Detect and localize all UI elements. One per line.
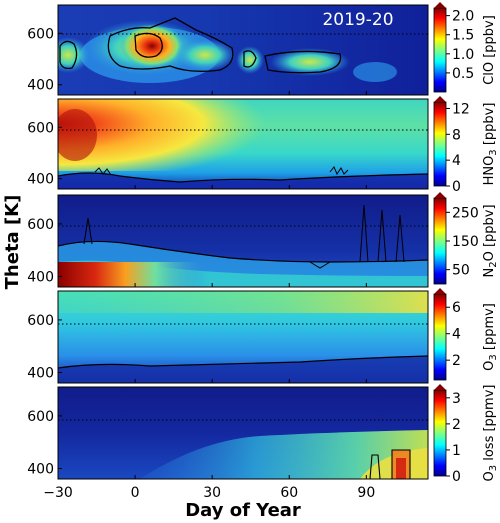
figure-title: 2019-20 bbox=[322, 10, 393, 30]
colorbar-tick-label: 4 bbox=[452, 153, 461, 169]
y-tick-label: 400 bbox=[27, 365, 54, 381]
x-tick-label: 90 bbox=[357, 485, 375, 501]
y-tick-label: 600 bbox=[27, 120, 54, 136]
panel-o3 bbox=[58, 291, 428, 383]
hno3-frame bbox=[57, 98, 429, 190]
panel-n2o bbox=[58, 195, 428, 287]
panel-o3loss bbox=[58, 387, 428, 479]
y-tick-label: 600 bbox=[27, 313, 54, 329]
clo-frame bbox=[57, 4, 429, 96]
colorbar-tick-label: 0 bbox=[452, 179, 461, 195]
o3-colorbar bbox=[433, 293, 447, 381]
colorbar-tick-label: 1 bbox=[452, 443, 461, 459]
colorbar-tick-label: 8 bbox=[452, 127, 461, 143]
panel-clo bbox=[58, 5, 428, 95]
y-axis-label: Theta [K] bbox=[2, 195, 23, 290]
colorbar-tick-label: 1.0 bbox=[452, 47, 474, 63]
colorbar-tick-label: 6 bbox=[452, 300, 461, 316]
colorbar-tick-label: 2 bbox=[452, 417, 461, 433]
hno3-colorbar bbox=[433, 101, 447, 187]
colorbar-tick-label: 50 bbox=[452, 263, 470, 279]
colorbar-tick-label: 1.5 bbox=[452, 28, 474, 44]
colorbar-tick-label: 250 bbox=[452, 205, 479, 221]
colorbar-tick-label: 0 bbox=[452, 469, 461, 485]
y-tick-label: 400 bbox=[27, 269, 54, 285]
o3loss-frame bbox=[57, 386, 429, 480]
y-tick-label: 600 bbox=[27, 409, 54, 425]
n2o-colorbar bbox=[433, 197, 447, 285]
x-tick-label: −30 bbox=[43, 485, 73, 501]
clo-colorbar-label: ClO [ppbv] bbox=[482, 15, 497, 85]
clo-colorbar bbox=[433, 7, 447, 93]
x-tick-label: 30 bbox=[203, 485, 221, 501]
colorbar-tick-label: 4 bbox=[452, 327, 461, 343]
x-axis-ticks: −30 0 30 60 90 bbox=[43, 91, 375, 501]
colorbar-tick-label: 2 bbox=[452, 353, 461, 369]
y-tick-label: 600 bbox=[27, 26, 54, 42]
colorbars bbox=[433, 2, 447, 477]
n2o-frame bbox=[57, 194, 429, 288]
hno3-colorbar-label: HNO3 [ppbv] bbox=[482, 103, 499, 186]
o3loss-colorbar-label: O3 loss [ppmv] bbox=[482, 385, 499, 482]
panel-hno3 bbox=[58, 99, 428, 189]
colorbar-tick-label: 3 bbox=[452, 391, 461, 407]
x-tick-label: 60 bbox=[280, 485, 298, 501]
y-tick-label: 600 bbox=[27, 217, 54, 233]
o3loss-colorbar bbox=[433, 389, 447, 477]
y-tick-label: 400 bbox=[27, 461, 54, 477]
x-axis-label: Day of Year bbox=[185, 500, 301, 521]
y-tick-label: 400 bbox=[27, 78, 54, 94]
colorbar-tick-label: 150 bbox=[452, 234, 479, 250]
o3-frame bbox=[57, 290, 429, 384]
x-tick-label: 0 bbox=[131, 485, 140, 501]
colorbar-tick-label: 12 bbox=[452, 101, 470, 117]
y-tick-label: 400 bbox=[27, 172, 54, 188]
y-axis-ticks: 400 600 400 600 400 600 400 600 400 600 bbox=[27, 26, 62, 477]
n2o-colorbar-label: N2O [ppbv] bbox=[482, 204, 499, 277]
colorbar-tick-label: 2.0 bbox=[452, 9, 474, 25]
colorbar-tick-label: 0.5 bbox=[452, 66, 474, 82]
o3-colorbar-label: O3 [ppmv] bbox=[482, 303, 499, 371]
